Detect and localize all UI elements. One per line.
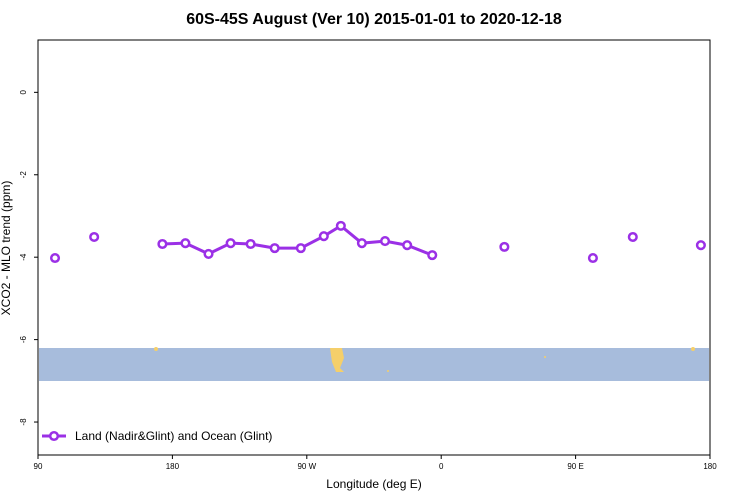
land-patch xyxy=(154,347,158,351)
data-point xyxy=(295,243,306,254)
land-patch xyxy=(691,347,695,351)
land-patch xyxy=(330,348,344,372)
data-point xyxy=(695,240,706,251)
y-tick-label: -4 xyxy=(19,253,28,261)
data-point xyxy=(180,238,191,249)
land-patch xyxy=(387,370,389,372)
plot-frame xyxy=(37,39,711,456)
y-tick-label: -6 xyxy=(19,336,28,344)
y-tick-label: -8 xyxy=(19,418,28,426)
map-strip xyxy=(39,347,709,381)
y-tick-label: 0 xyxy=(19,90,28,95)
data-point xyxy=(157,238,168,250)
x-tick-label: 90 W xyxy=(297,462,316,471)
y-tick-label: -2 xyxy=(19,171,28,179)
x-tick-label: 90 E xyxy=(567,462,583,471)
x-axis-label: Longitude (deg E) xyxy=(326,477,421,491)
data-point xyxy=(245,238,256,250)
data-point xyxy=(335,220,346,231)
legend-label: Land (Nadir&Glint) and Ocean (Glint) xyxy=(75,429,272,443)
data-point xyxy=(49,252,61,264)
data-point xyxy=(627,231,638,243)
x-tick-label: 180 xyxy=(166,462,180,471)
data-point xyxy=(318,231,329,242)
data-point xyxy=(203,248,214,259)
land-patch xyxy=(544,356,546,358)
data-point xyxy=(89,231,100,243)
data-point xyxy=(402,240,413,251)
data-point xyxy=(380,236,391,247)
legend-marker xyxy=(48,430,60,442)
data-point xyxy=(356,238,367,249)
x-tick-label: 90 xyxy=(34,462,43,471)
data-point xyxy=(269,243,280,254)
data-point xyxy=(587,252,598,264)
data-point xyxy=(427,250,438,261)
ocean-band xyxy=(39,348,709,381)
x-tick-label: 0 xyxy=(439,462,444,471)
x-tick-label: 180 xyxy=(703,462,717,471)
data-point xyxy=(225,238,236,249)
data-point xyxy=(499,241,510,252)
chart-title: 60S-45S August (Ver 10) 2015-01-01 to 20… xyxy=(186,11,562,28)
y-axis-label: XCO2 - MLO trend (ppm) xyxy=(0,181,13,316)
